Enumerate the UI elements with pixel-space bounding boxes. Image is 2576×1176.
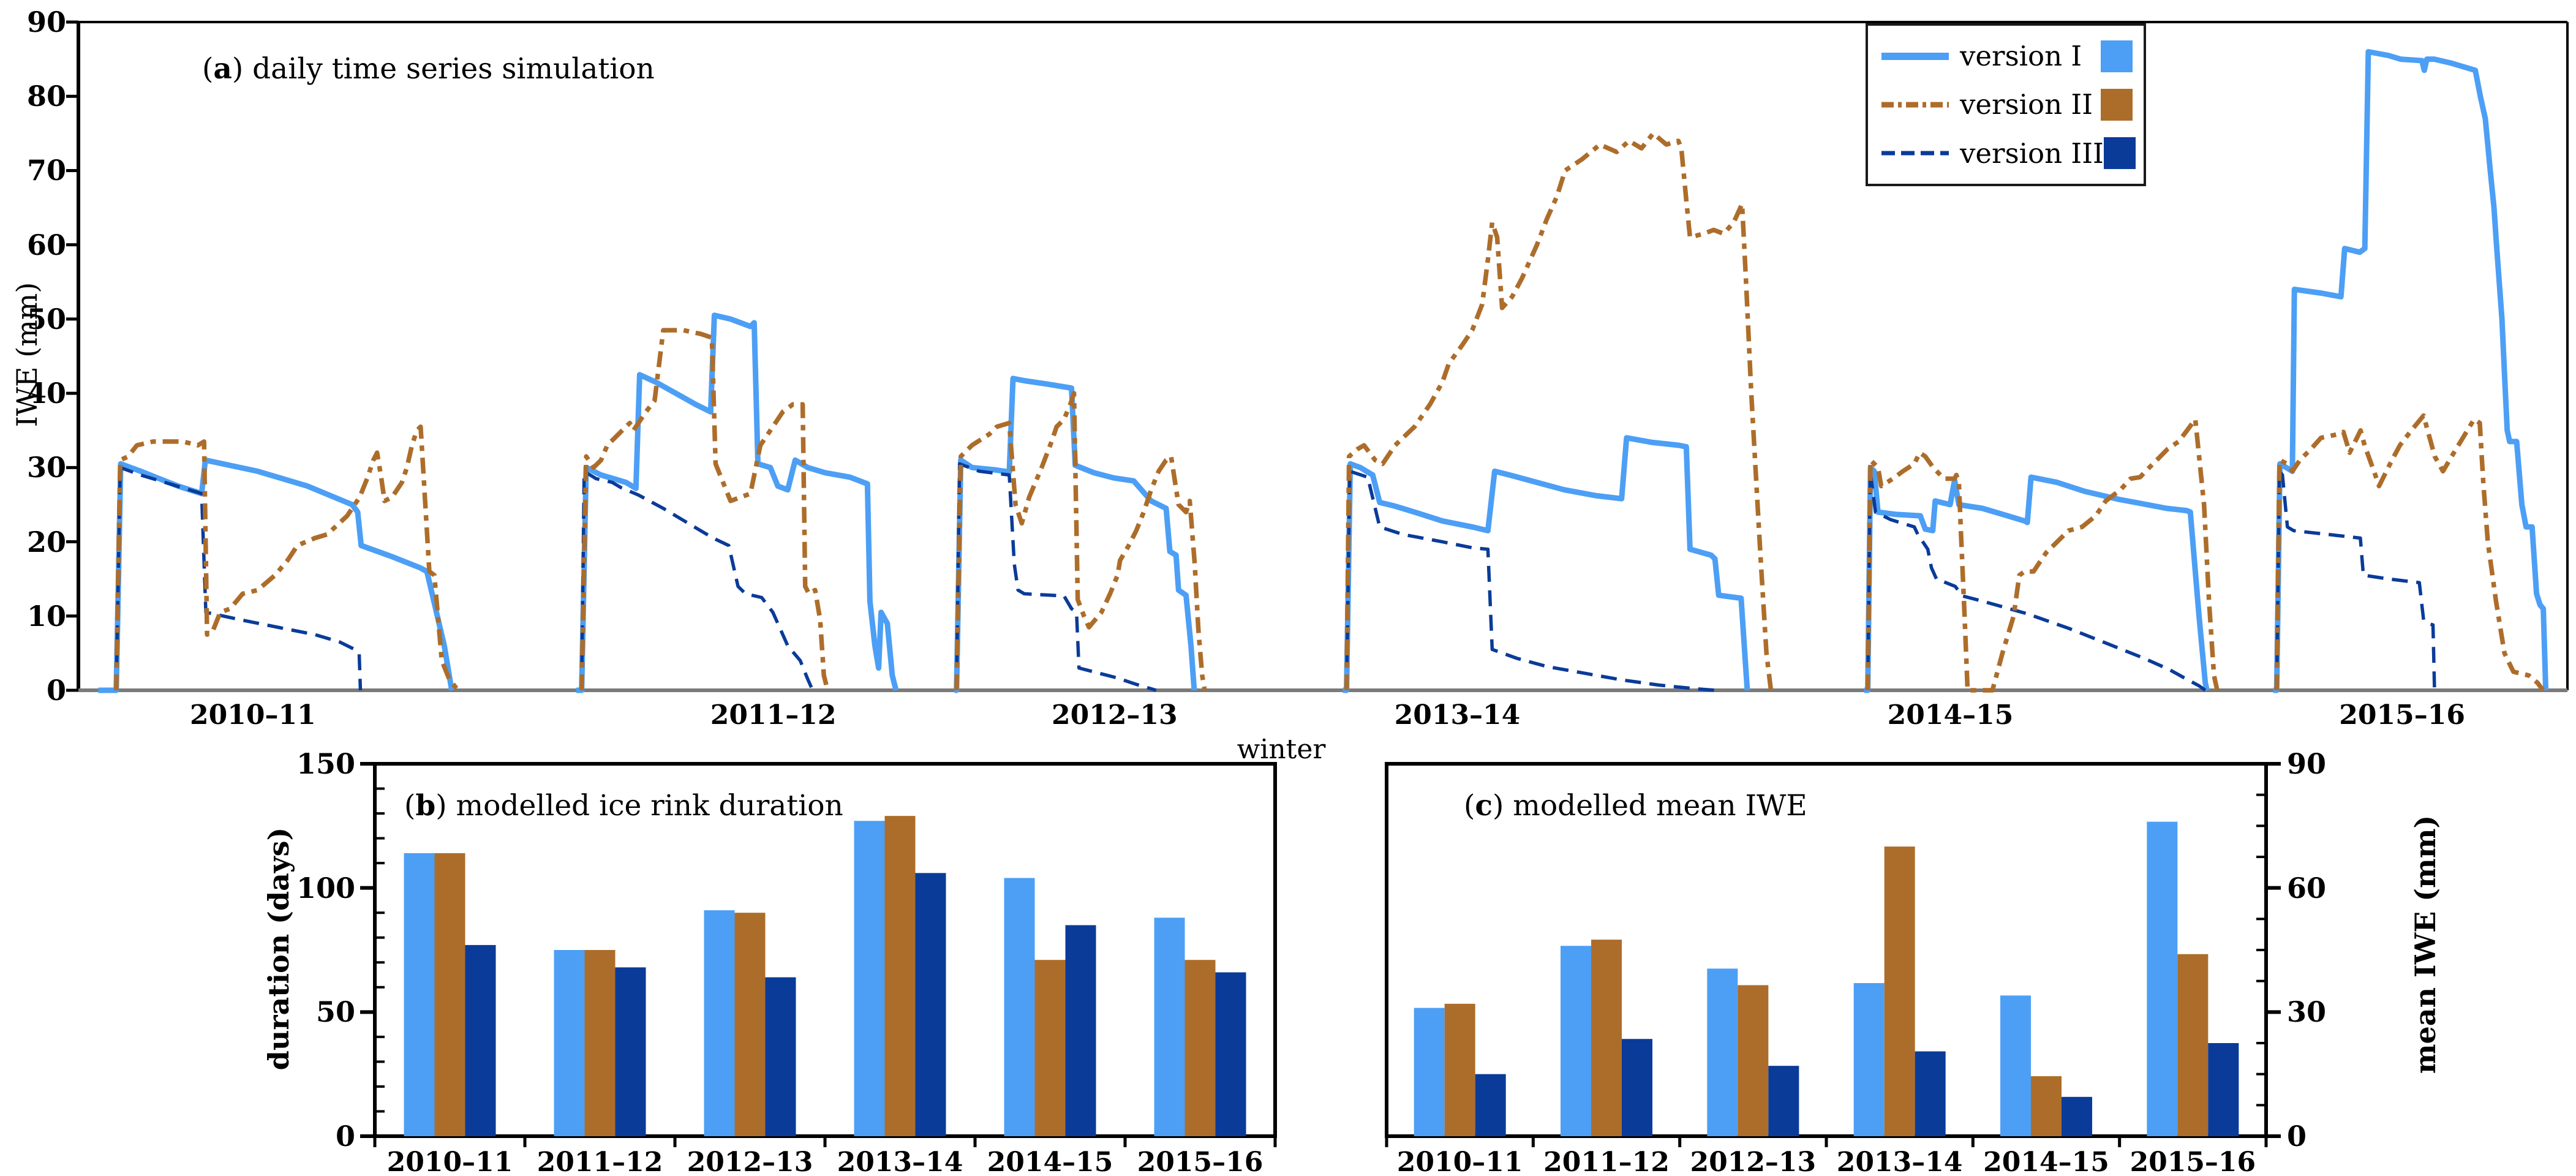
bar-version-iii-2011-12 [1622,1039,1652,1136]
bar-version-i-2014-15 [1004,878,1035,1136]
bar-version-iii-2014-15 [1065,925,1096,1136]
bar-version-ii-2011-12 [1591,940,1622,1136]
bar-version-i-2015-16 [1154,918,1185,1136]
bar-version-ii-2010-11 [1444,1003,1475,1136]
series-version-ii-winter-1-line [114,424,460,692]
bar-version-i-2010-11 [1414,1008,1445,1136]
bar-version-iii-2012-13 [1768,1066,1799,1136]
bar-version-ii-2012-13 [1738,985,1769,1136]
bar-version-iii-2014-15 [2062,1096,2092,1136]
bar-version-iii-2013-14 [915,873,946,1136]
series-version-i-winter-4-line [1343,435,1750,693]
series-version-iii-winter-4-line [1344,469,1717,692]
bar-version-iii-2015-16 [1215,972,1246,1136]
bar-version-iii-2011-12 [615,967,646,1136]
bar-version-i-2015-16 [2147,821,2178,1136]
bar-version-ii-2013-14 [884,816,916,1136]
bar-version-ii-2014-15 [2031,1076,2062,1136]
series-version-i-winter-5-line [1864,464,2210,693]
series-version-ii-winter-4-line [1344,131,1774,691]
bar-version-ii-2010-11 [434,853,465,1136]
series-version-i-winter-6-line [2273,49,2549,693]
bar-version-iii-2013-14 [1915,1051,1946,1136]
bar-version-iii-2010-11 [1475,1074,1506,1136]
series-version-ii-winter-5-line [1865,417,2220,693]
bar-version-ii-2012-13 [734,913,766,1136]
series-version-i-winter-1-line [98,457,455,693]
series-version-ii-winter-2-line [579,328,830,691]
panel-b-box [373,762,1277,1138]
bar-version-ii-2011-12 [584,950,616,1136]
panel-c-box [1385,762,2268,1138]
series-version-ii-winter-3-line [954,391,1207,691]
bar-version-iii-2015-16 [2208,1043,2239,1136]
series-version-iii-winter-6-line [2275,469,2436,691]
series-version-i-winter-2-line [576,312,899,693]
bar-version-i-2013-14 [854,821,885,1136]
bar-version-i-2011-12 [554,950,585,1136]
bar-version-ii-2013-14 [1884,846,1915,1136]
bar-version-i-2013-14 [1853,983,1885,1136]
bar-version-i-2012-13 [1707,968,1738,1136]
series-version-iii-winter-3-line [955,462,1157,692]
bar-version-ii-2015-16 [1184,960,1216,1136]
bar-version-i-2012-13 [704,910,735,1136]
bar-version-i-2010-11 [404,853,435,1136]
bar-version-iii-2012-13 [765,977,796,1136]
series-version-i-winter-3-line [954,375,1197,693]
series-version-iii-winter-2-line [579,469,815,692]
bar-version-i-2014-15 [2000,995,2031,1136]
series-version-ii-winter-6-line [2274,413,2545,692]
bar-version-ii-2015-16 [2177,954,2209,1136]
series-version-iii-winter-5-line [1866,469,2207,692]
bar-version-iii-2010-11 [465,944,496,1136]
bar-version-i-2011-12 [1561,946,1591,1136]
bar-version-ii-2014-15 [1034,960,1066,1136]
series-version-iii-winter-1-line [115,466,363,691]
